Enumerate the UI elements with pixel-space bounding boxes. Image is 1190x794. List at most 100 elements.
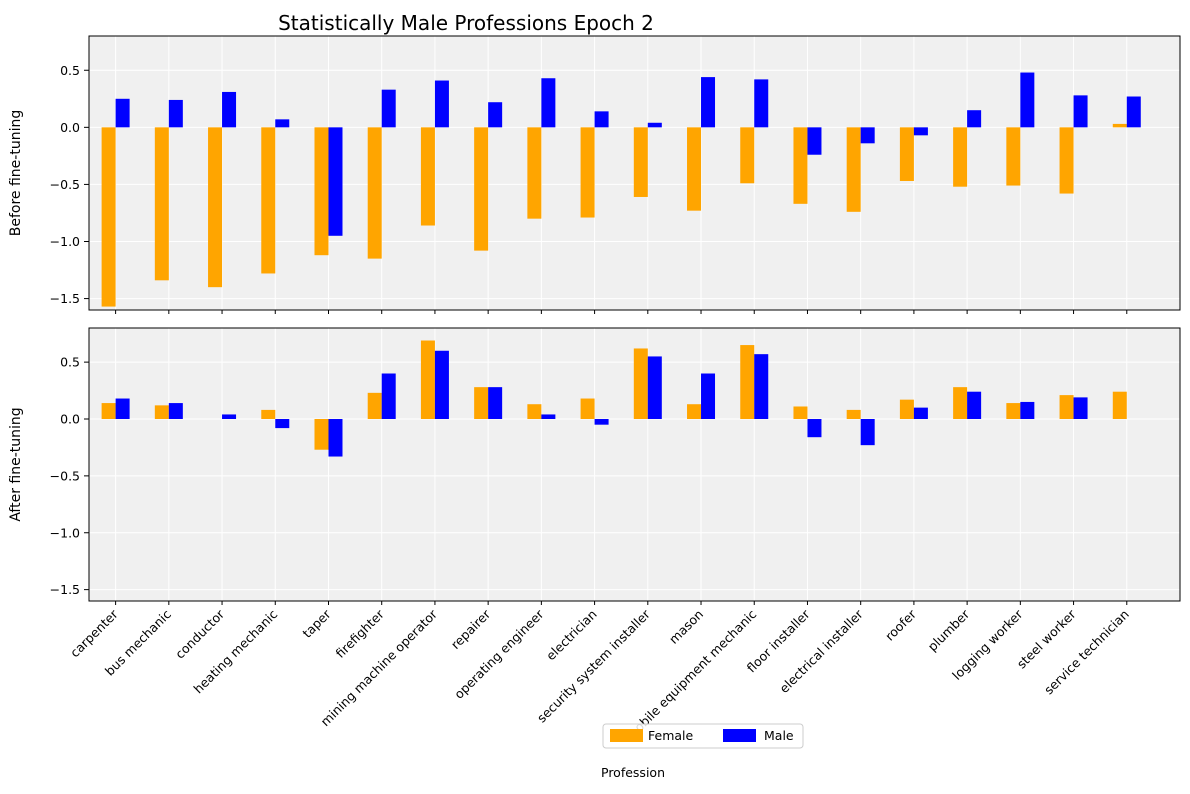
bar-female-logging-worker [1006,127,1020,185]
bar-female-service-technician [1113,392,1127,419]
bar-male-roofer [914,408,928,419]
y-axis-label: Before fine-tuning [8,110,24,236]
x-tick-label: roofer [882,606,920,644]
x-tick-label: carpenter [67,606,121,660]
x-tick-label: mason [666,607,706,647]
bar-female-firefighter [368,127,382,258]
bar-male-mining-machine-operator [435,81,449,128]
bar-female-roofer [900,400,914,419]
bar-male-heating-mechanic [275,119,289,127]
panels: 0.5 0.0 −0.5 −1.0 −1.5 Before fine-tuning 0.5 0… [8,36,1180,605]
bar-male-electrical-installer [861,127,875,143]
y-tick-label: −1.5 [50,582,80,597]
bar-female-heating-mechanic [261,410,275,419]
y-tick-label: −1.0 [50,525,80,540]
bar-female-plumber [953,387,967,419]
bar-female-floor-installer [793,127,807,203]
x-tick-label: taper [299,606,334,641]
bar-male-security-system-installer [648,356,662,419]
legend: Female Male [603,724,803,748]
bar-female-electrician [581,399,595,419]
bar-female-carpenter [102,127,116,306]
bar-female-electrical-installer [847,127,861,211]
bar-male-operating-engineer [541,414,555,419]
x-tick-label: security system installer [534,606,654,726]
bar-male-floor-installer [807,419,821,437]
bar-male-firefighter [382,90,396,128]
bar-female-bus-mechanic [155,405,169,419]
y-tick-label: 0.5 [60,355,80,370]
bar-male-plumber [967,110,981,127]
y-tick-label: 0.0 [60,412,80,427]
bar-female-security-system-installer [634,127,648,197]
bar-male-mason [701,374,715,420]
bar-female-electrician [581,127,595,217]
y-axis-label: After fine-tuning [8,407,24,521]
legend-label-male: Male [764,728,794,743]
bar-male-firefighter [382,374,396,420]
bar-male-steel-worker [1074,397,1088,419]
y-tick-label: −0.5 [50,177,80,192]
bar-female-floor-installer [793,406,807,419]
bar-male-heating-mechanic [275,419,289,428]
legend-swatch-male [723,729,756,742]
bar-male-logging-worker [1020,73,1034,128]
bar-female-bus-mechanic [155,127,169,280]
legend-swatch-female [610,729,643,742]
x-tick-label: electrician [543,607,600,664]
bar-female-taper [314,127,328,255]
bar-male-conductor [222,414,236,419]
bar-female-roofer [900,127,914,181]
y-tick-label: −0.5 [50,468,80,483]
chart-title: Statistically Male Professions Epoch 2 [278,11,654,35]
bar-male-electrician [595,111,609,127]
bar-female-mason [687,404,701,419]
bar-female-conductor [208,127,222,287]
bar-male-plumber [967,392,981,419]
panel-after: 0.5 0.0 −0.5 −1.0 −1.5 After fine-tuning [8,328,1180,605]
bar-female-repairer [474,387,488,419]
bar-male-bus-mechanic [169,403,183,419]
bar-male-security-system-installer [648,123,662,128]
bar-female-taper [314,419,328,450]
bar-male-mason [701,77,715,127]
bar-male-service-technician [1127,97,1141,128]
y-tick-label: 0.0 [60,120,80,135]
x-axis-label: Profession [601,765,665,780]
bar-male-mobile-equipment-mechanic [754,354,768,419]
bar-female-steel-worker [1060,127,1074,193]
bar-male-floor-installer [807,127,821,154]
bar-female-mason [687,127,701,210]
x-tick-label: repairer [448,606,494,652]
y-tick-label: −1.0 [50,234,80,249]
bar-female-electrical-installer [847,410,861,419]
bar-male-carpenter [116,399,130,419]
bar-female-logging-worker [1006,403,1020,419]
bar-female-plumber [953,127,967,186]
bar-male-mobile-equipment-mechanic [754,79,768,127]
bar-male-logging-worker [1020,402,1034,419]
bar-female-carpenter [102,403,116,419]
bar-male-mining-machine-operator [435,351,449,419]
bar-female-mining-machine-operator [421,127,435,225]
bar-male-repairer [488,102,502,127]
bar-female-operating-engineer [527,404,541,419]
bar-male-conductor [222,92,236,127]
bar-female-heating-mechanic [261,127,275,273]
x-tick-label: conductor [172,606,228,662]
bar-male-operating-engineer [541,78,555,127]
bar-male-taper [328,127,342,235]
bar-male-electrician [595,419,609,425]
bar-male-carpenter [116,99,130,128]
x-tick-label: operating engineer [451,606,547,702]
bar-male-repairer [488,387,502,419]
bar-male-bus-mechanic [169,100,183,127]
bar-female-security-system-installer [634,348,648,419]
x-tick-label: plumber [925,606,973,654]
bar-female-firefighter [368,393,382,419]
bar-female-service-technician [1113,124,1127,127]
bar-female-repairer [474,127,488,250]
bar-female-mining-machine-operator [421,341,435,419]
